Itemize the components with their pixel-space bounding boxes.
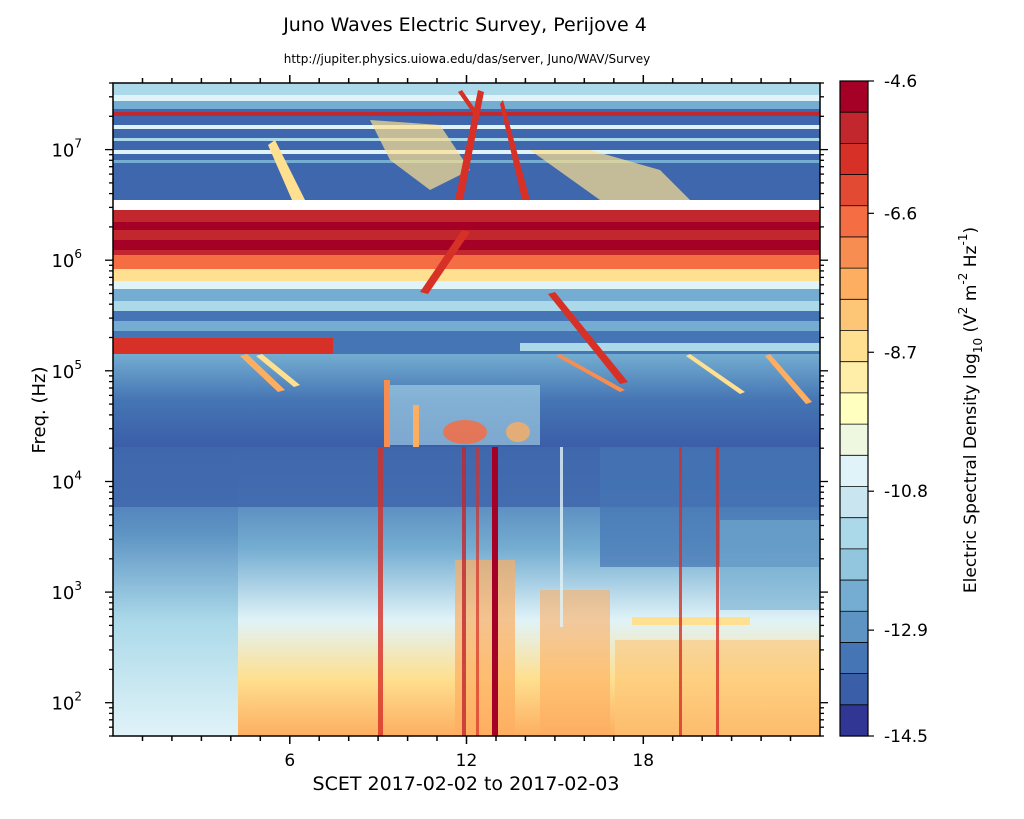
colorbar-tick-label: -10.8 [884, 482, 928, 502]
colorbar-segment [840, 455, 868, 488]
colorbar-segment [840, 112, 868, 144]
y-tick-label: 104 [51, 468, 82, 493]
y-tick-label: 103 [51, 579, 82, 604]
colorbar [840, 81, 868, 737]
x-axis-label: SCET 2017-02-02 to 2017-02-03 [313, 773, 620, 795]
colorbar-segment [840, 268, 868, 300]
colorbar-segment [840, 392, 868, 425]
colorbar-ticks: -4.6 -6.6 -8.7 -10.8 -12.9 -14.5 [868, 72, 928, 747]
chart-title: Juno Waves Electric Survey, Perijove 4 [282, 14, 647, 36]
x-tick-label: 6 [284, 751, 295, 771]
colorbar-segment [840, 673, 868, 706]
y-axis: 102 103 104 105 106 107 [51, 82, 828, 737]
y-tick-label: 102 [51, 690, 82, 715]
y-tick-label: 106 [51, 247, 82, 272]
colorbar-segment [840, 704, 868, 737]
colorbar-segment [840, 174, 868, 207]
colorbar-label: Electric Spectral Density log10 (V2 m-2 … [956, 227, 985, 593]
colorbar-segment [840, 299, 868, 332]
colorbar-tick-label: -4.6 [884, 72, 917, 92]
y-axis-label: Freq. (Hz) [29, 366, 50, 453]
x-tick-label: 18 [632, 751, 654, 771]
colorbar-tick-label: -6.6 [884, 204, 917, 224]
x-axis: 6 12 18 [141, 75, 792, 771]
colorbar-segment [840, 580, 868, 612]
colorbar-segment [840, 424, 868, 456]
colorbar-segment [840, 548, 868, 581]
colorbar-tick-label: -12.9 [884, 621, 928, 641]
y-tick-label: 107 [51, 137, 82, 162]
colorbar-segment [840, 517, 868, 550]
y-tick-label: 105 [51, 358, 82, 383]
spectrogram-image [113, 83, 820, 736]
colorbar-segment [840, 361, 868, 394]
colorbar-tick-label: -14.5 [884, 727, 928, 747]
colorbar-segment [840, 143, 868, 176]
colorbar-frame [839, 80, 869, 737]
colorbar-segment [840, 236, 868, 269]
colorbar-segment [840, 642, 868, 675]
colorbar-segment [840, 486, 868, 519]
colorbar-segment [840, 81, 868, 113]
colorbar-segment [840, 205, 868, 238]
colorbar-segment [840, 611, 868, 644]
x-tick-label: 12 [456, 751, 478, 771]
colorbar-segment [840, 330, 868, 363]
colorbar-tick-label: -8.7 [884, 343, 917, 363]
chart-subtitle: http://jupiter.physics.uiowa.edu/das/ser… [284, 52, 651, 66]
